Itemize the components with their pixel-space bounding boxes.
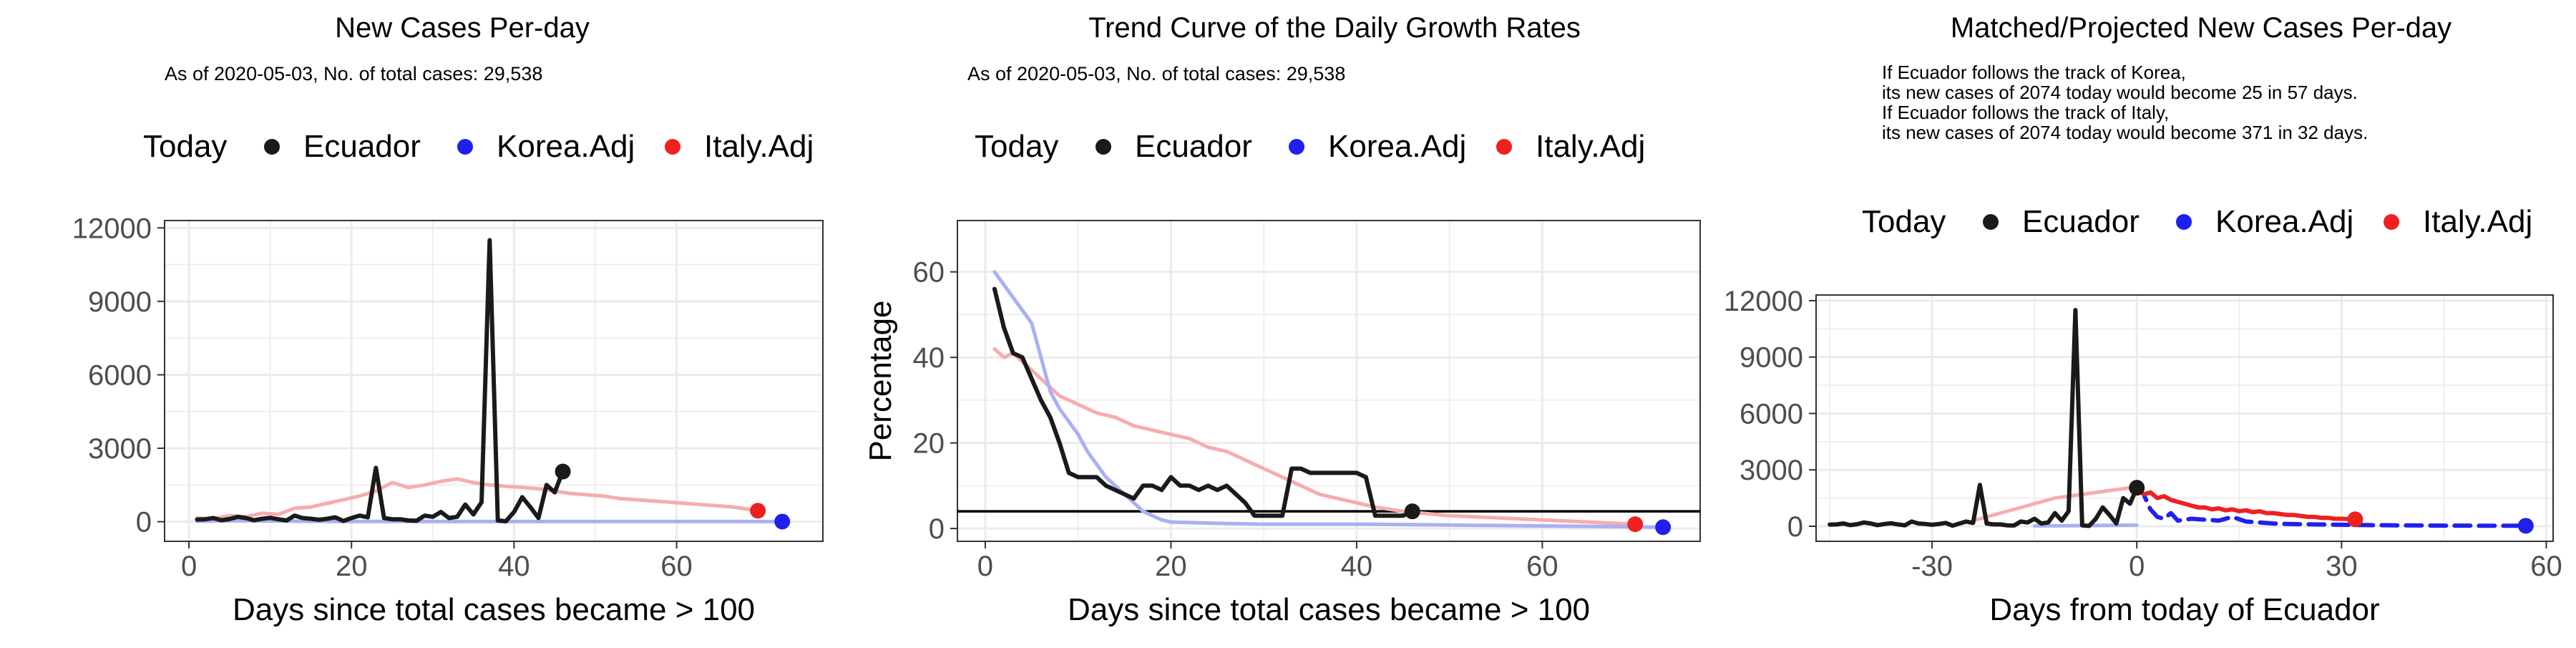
legend-title: Today	[1862, 204, 1946, 239]
legend-label-korea: Korea.Adj	[2215, 204, 2353, 239]
legend-label-ecuador: Ecuador	[303, 129, 421, 164]
series-line-korea-adj	[992, 270, 1665, 529]
y-axis-label: Percentage	[863, 300, 898, 461]
chart-title: Matched/Projected New Cases Per-day	[1951, 12, 2451, 44]
legend-label-ecuador: Ecuador	[2022, 204, 2140, 239]
y-tick-label: 9000	[1740, 342, 1803, 374]
x-tick-label: 40	[498, 551, 530, 582]
plot-area	[1816, 295, 2553, 541]
x-tick-label: 60	[2530, 551, 2562, 582]
annotation-line: its new cases of 2074 today would become…	[1882, 122, 2368, 143]
x-tick-label: 20	[1155, 551, 1187, 582]
plot-border	[1815, 294, 2554, 542]
series-line-italy-adj	[992, 347, 1637, 526]
legend-label-italy: Italy.Adj	[2423, 204, 2532, 239]
legend-marker-ecuador	[264, 139, 280, 155]
chart-subtitle: As of 2020-05-03, No. of total cases: 29…	[967, 63, 1345, 84]
plot-border	[957, 220, 1701, 542]
x-tick-label: 30	[2326, 551, 2358, 582]
today-point-korea	[774, 513, 791, 530]
y-tick-label: 0	[1787, 511, 1803, 543]
x-tick-label: 40	[1341, 551, 1373, 582]
legend-marker-ecuador	[1983, 214, 1999, 230]
y-tick-label: 9000	[88, 286, 152, 318]
today-point-korea	[1655, 519, 1672, 536]
y-tick-label: 12000	[72, 213, 152, 244]
legend-label-italy: Italy.Adj	[704, 129, 814, 164]
y-tick-label: 3000	[1740, 455, 1803, 486]
y-tick-label: 0	[136, 507, 152, 538]
legend-marker-italy	[665, 139, 680, 155]
legend-marker-korea	[457, 139, 473, 155]
chart-panel-1: New Cases Per-day As of 2020-05-03, No. o…	[72, 12, 824, 627]
legend-title: Today	[143, 129, 227, 164]
x-axis-label: Days since total cases became > 100	[1068, 592, 1590, 627]
legend-label-ecuador: Ecuador	[1135, 129, 1252, 164]
chart-title: Trend Curve of the Daily Growth Rates	[1088, 12, 1581, 44]
series-line-korea-adj-projected	[2135, 485, 2528, 528]
plot-border	[164, 220, 824, 542]
y-tick-label: 12000	[1724, 286, 1803, 317]
annotation-line: If Ecuador follows the track of Korea,	[1882, 62, 2186, 83]
legend-label-italy: Italy.Adj	[1536, 129, 1645, 164]
y-tick-label: 0	[929, 513, 945, 545]
y-tick-label: 6000	[88, 359, 152, 391]
legend: Today Ecuador Korea.Adj Italy.Adj	[143, 129, 814, 164]
series-line-italy-adj-matched-past	[1971, 485, 2139, 523]
x-tick-label: 0	[2129, 551, 2145, 582]
series-line-italy-adj	[195, 477, 752, 521]
legend-marker-korea	[1289, 139, 1304, 155]
x-tick-label: 60	[1526, 551, 1558, 582]
y-tick-label: 3000	[88, 433, 152, 465]
legend-title: Today	[975, 129, 1058, 164]
today-point-korea	[2517, 518, 2534, 534]
today-point-italy	[2347, 511, 2363, 528]
today-point-italy	[1627, 516, 1644, 533]
today-point-italy	[750, 503, 766, 519]
legend-label-korea: Korea.Adj	[497, 129, 635, 164]
x-axis-label: Days since total cases became > 100	[233, 592, 755, 627]
x-tick-label: 0	[977, 551, 993, 582]
annotation-line: its new cases of 2074 today would become…	[1882, 82, 2358, 103]
today-point-ecuador	[1404, 503, 1420, 520]
today-point-ecuador	[555, 463, 571, 480]
x-tick-label: -30	[1911, 551, 1953, 582]
chart-panel-3: Matched/Projected New Cases Per-day If Ec…	[1724, 12, 2562, 627]
y-tick-label: 20	[913, 428, 945, 460]
x-tick-label: 60	[660, 551, 693, 582]
series-line-italy-adj-projected	[2135, 485, 2358, 522]
x-axis-label: Days from today of Ecuador	[1989, 592, 2379, 627]
chart-subtitle: As of 2020-05-03, No. of total cases: 29…	[165, 63, 542, 84]
x-tick-label: 20	[336, 551, 368, 582]
series-line-ecuador	[195, 238, 565, 523]
legend-marker-italy	[2384, 214, 2399, 230]
legend-marker-korea	[2176, 214, 2192, 230]
legend-marker-italy	[1496, 139, 1512, 155]
y-tick-label: 6000	[1740, 398, 1803, 430]
annotation-line: If Ecuador follows the track of Italy,	[1882, 102, 2169, 123]
y-tick-label: 60	[913, 257, 945, 289]
chart-panel-2: Trend Curve of the Daily Growth Rates As …	[863, 12, 1701, 627]
y-tick-label: 40	[913, 342, 945, 374]
series-line-ecuador	[1828, 308, 2140, 528]
x-tick-label: 0	[181, 551, 197, 582]
chart-title: New Cases Per-day	[335, 12, 590, 44]
legend-label-korea: Korea.Adj	[1328, 129, 1466, 164]
legend: Today Ecuador Korea.Adj Italy.Adj	[975, 129, 1645, 164]
plot-area	[957, 221, 1700, 541]
today-point-ecuador	[2129, 480, 2145, 496]
series-line-ecuador	[992, 286, 1415, 518]
legend-marker-ecuador	[1096, 139, 1111, 155]
legend: Today Ecuador Korea.Adj Italy.Adj	[1862, 204, 2532, 239]
